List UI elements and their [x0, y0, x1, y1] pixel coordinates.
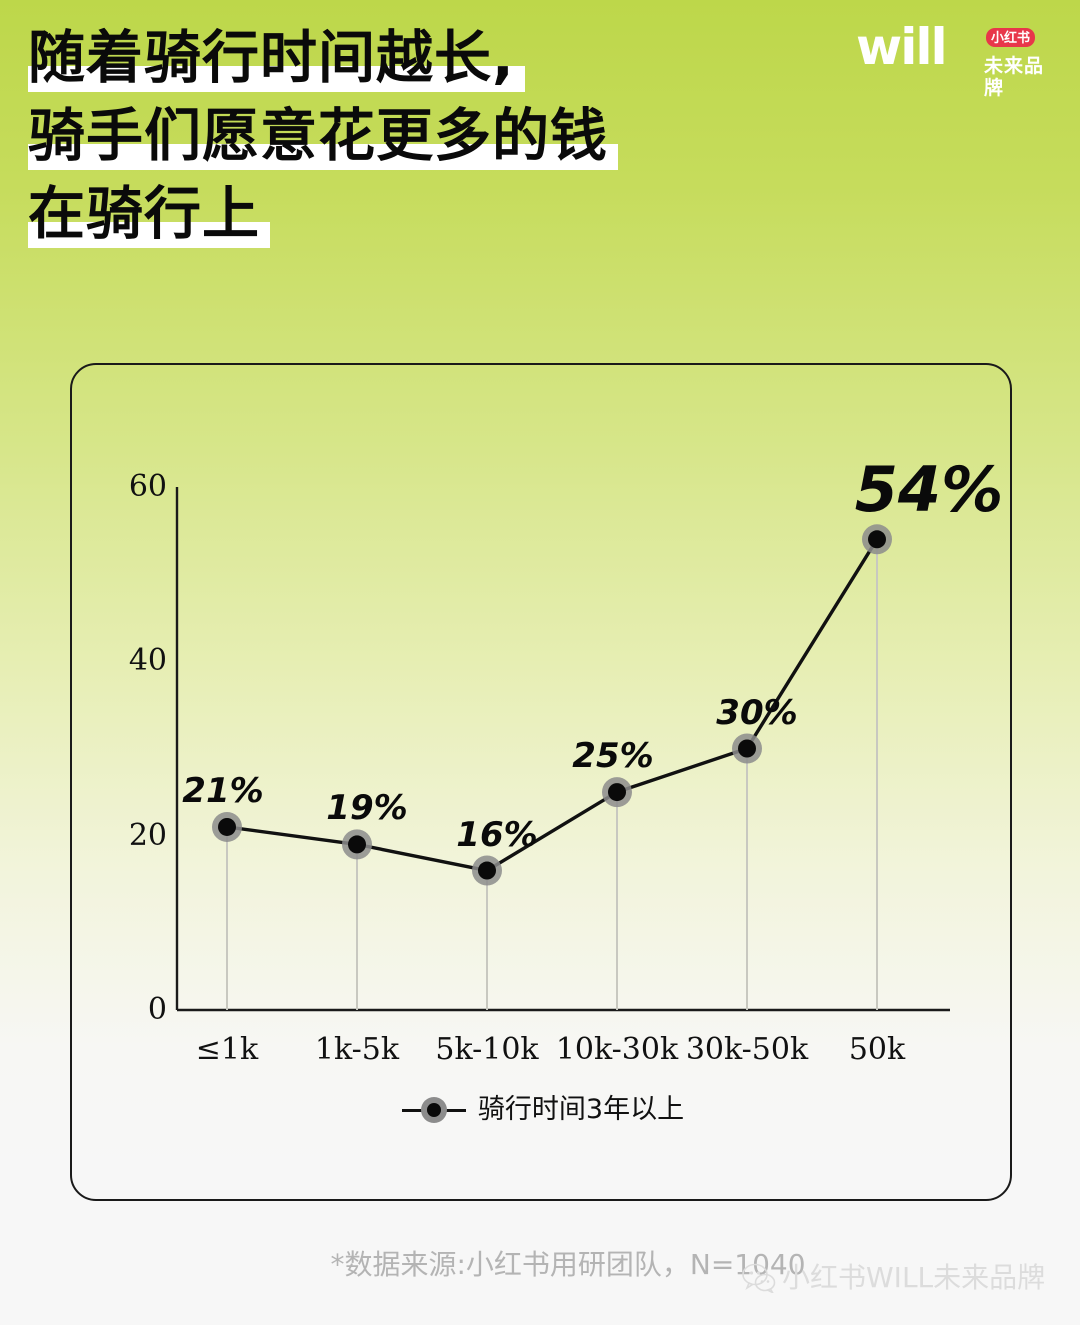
page-title: 随着骑行时间越长, 骑手们愿意花更多的钱 在骑行上: [28, 22, 618, 256]
wechat-icon: [742, 1263, 776, 1293]
title-line-text: 随着骑行时间越长,: [28, 25, 515, 91]
y-axis-tick: 20: [128, 817, 167, 853]
x-axis-tick: 30k-50k: [685, 1032, 809, 1067]
title-highlight-bar: [28, 144, 618, 170]
x-axis-tick: 1k-5k: [314, 1032, 400, 1067]
data-point-label: 16%: [456, 814, 538, 855]
title-line: 骑手们愿意花更多的钱: [28, 100, 618, 172]
title-line: 在骑行上: [28, 178, 608, 250]
data-point-label: 54%: [854, 453, 1004, 527]
chart-legend: 骑行时间3年以上: [72, 1095, 1014, 1125]
data-point-label: 19%: [326, 788, 408, 829]
line-chart: 0 20 40 60 21% 19% 16% 25% 30% 54% ≤1k 1k-5k 5k-10k 1…: [72, 365, 1014, 1203]
watermark: 小红书WILL未来品牌: [742, 1262, 1045, 1294]
x-axis-tick: 10k-30k: [555, 1032, 679, 1067]
header: 随着骑行时间越长, 骑手们愿意花更多的钱 在骑行上 will 小红书 未来品牌: [0, 0, 1080, 330]
chart-card: 0 20 40 60 21% 19% 16% 25% 30% 54% ≤1k 1k-5k 5k-10k 1…: [70, 363, 1012, 1201]
watermark-text: 小红书WILL未来品牌: [782, 1261, 1046, 1294]
y-axis-tick: 0: [147, 992, 167, 1027]
title-line-text: 骑手们愿意花更多的钱: [28, 103, 608, 169]
legend-marker-dot: [426, 1103, 441, 1117]
data-point-label: 21%: [182, 770, 264, 811]
chart-svg: [175, 487, 950, 1012]
legend-marker-icon: [401, 1097, 466, 1123]
title-highlight-bar: [28, 222, 270, 248]
y-axis-tick: 40: [128, 643, 167, 679]
x-axis-tick: ≤1k: [195, 1032, 259, 1067]
logo-wordmark: will: [856, 18, 948, 76]
title-line-text: 在骑行上: [28, 181, 260, 247]
logo-badge: 小红书: [986, 28, 1036, 47]
data-source-footnote: *数据来源:小红书用研团队，N=1040: [330, 1248, 806, 1281]
y-axis-tick: 60: [128, 469, 167, 504]
brand-logo: will 小红书 未来品牌: [856, 16, 1062, 99]
x-axis-tick: 5k-10k: [435, 1032, 539, 1067]
title-highlight-bar: [28, 66, 525, 92]
title-line: 随着骑行时间越长,: [28, 22, 608, 94]
logo-subtitle: 未来品牌: [984, 56, 1045, 99]
legend-label: 骑行时间3年以上: [477, 1094, 685, 1125]
x-axis-tick: 50k: [848, 1032, 906, 1067]
data-point-label: 30%: [716, 692, 798, 733]
data-point-label: 25%: [572, 736, 654, 777]
